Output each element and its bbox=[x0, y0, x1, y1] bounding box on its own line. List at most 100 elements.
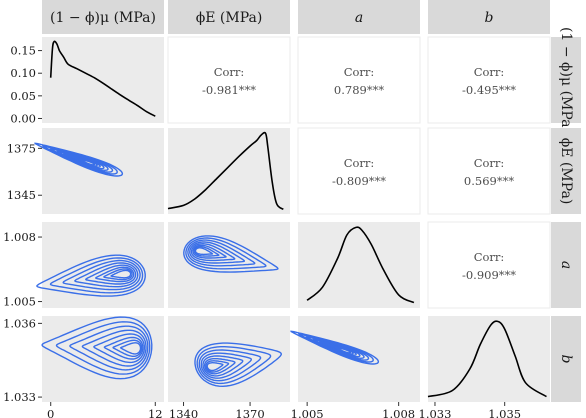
contour-line-3-0-2 bbox=[69, 325, 149, 371]
panel-3-1 bbox=[168, 316, 290, 402]
y-tick-label-0-1: 0.05 bbox=[10, 89, 36, 103]
contour-line-2-0-2 bbox=[62, 259, 141, 291]
contour-line-1-0-0 bbox=[34, 142, 124, 177]
right-strip-label-0: (1 − ϕ)μ (MPa) bbox=[558, 27, 574, 133]
right-strip-1 bbox=[551, 128, 581, 214]
panel-0-3 bbox=[427, 36, 551, 124]
y-tick-label-2-1: 1.008 bbox=[3, 230, 36, 244]
contour-line-2-1-5 bbox=[192, 244, 227, 259]
contour-line-2-0-3 bbox=[74, 262, 139, 288]
contour-line-1-0-3 bbox=[56, 150, 109, 172]
x-tick-label-2-1: 1.008 bbox=[382, 407, 415, 418]
x-tick-label-0-0: 0 bbox=[47, 407, 54, 418]
right-strip-label-3: b bbox=[558, 355, 574, 364]
contour-line-2-1-4 bbox=[190, 242, 236, 262]
top-strip-2 bbox=[298, 0, 420, 34]
contour-line-1-0-7 bbox=[76, 158, 95, 166]
x-tick-label-0-1: 12 bbox=[148, 407, 163, 418]
panel-1-3 bbox=[427, 127, 551, 215]
panel-2-2 bbox=[298, 222, 420, 308]
contour-group-2-0 bbox=[36, 254, 146, 297]
corr-value-0-1: -0.981*** bbox=[202, 83, 256, 97]
contour-line-3-0-0 bbox=[41, 316, 153, 380]
right-strip-2 bbox=[551, 222, 581, 308]
corr-value-0-2: 0.789*** bbox=[334, 83, 384, 97]
contour-line-2-1-0 bbox=[183, 235, 279, 273]
axes-layer: 0.00 0.05 0.10 0.15 1345 1375 1.005 1.008 1.033 1… bbox=[3, 44, 521, 418]
contour-line-2-0-0 bbox=[36, 254, 146, 297]
corr-value-2-3: -0.909*** bbox=[462, 268, 516, 282]
contour-line-3-1-1 bbox=[196, 346, 272, 385]
y-tick-label-0-3: 0.15 bbox=[10, 44, 36, 58]
panel-1-2 bbox=[297, 127, 421, 215]
y-tick-label-3-1: 1.036 bbox=[3, 316, 36, 330]
right-strip-label-2: a bbox=[558, 261, 574, 269]
contour-line-2-1-3 bbox=[189, 241, 245, 264]
contour-line-2-0-1 bbox=[49, 257, 144, 294]
top-strip-label-0: (1 − ϕ)μ (MPa) bbox=[50, 10, 156, 26]
contour-line-3-2-1 bbox=[297, 333, 374, 363]
contour-line-3-1-2 bbox=[198, 349, 262, 382]
contour-line-1-0-2 bbox=[49, 148, 114, 173]
panel-3-0 bbox=[42, 316, 164, 402]
density-curve-b bbox=[427, 320, 547, 398]
contour-line-3-2-3 bbox=[312, 338, 365, 360]
contour-line-3-0-7 bbox=[119, 342, 142, 355]
corr-label-0-1: Corr: bbox=[214, 65, 245, 79]
contour-group-1-0 bbox=[34, 142, 124, 177]
contour-line-3-0-6 bbox=[112, 339, 143, 357]
contour-line-1-0-1 bbox=[41, 145, 118, 175]
right-strip-0 bbox=[551, 37, 581, 123]
panel-2-3 bbox=[427, 221, 551, 309]
panels-layer: Corr: -0.981*** Corr: 0.789*** Corr: -0.495**… bbox=[34, 36, 551, 402]
top-strip-label-2: a bbox=[355, 10, 363, 26]
right-strip-3 bbox=[551, 316, 581, 402]
strips-layer: (1 − ϕ)μ (MPa) ϕE (MPa) a b (1 − ϕ)μ (MPa) ϕE… bbox=[42, 0, 581, 402]
top-strip-label-3: b bbox=[485, 10, 494, 26]
contour-line-2-0-4 bbox=[84, 264, 137, 285]
x-tick-label-2-0: 1.005 bbox=[291, 407, 324, 418]
contour-group-2-1 bbox=[183, 235, 279, 273]
top-strip-1 bbox=[168, 0, 290, 34]
corr-value-1-2: -0.809*** bbox=[332, 174, 386, 188]
y-tick-label-0-2: 0.10 bbox=[10, 66, 36, 80]
contour-line-2-1-7 bbox=[194, 247, 214, 256]
contour-group-3-1 bbox=[194, 342, 283, 388]
contour-line-3-1-6 bbox=[205, 360, 230, 373]
contour-line-3-0-3 bbox=[81, 329, 147, 367]
contour-line-3-1-0 bbox=[194, 342, 283, 388]
contour-line-3-1-3 bbox=[200, 352, 253, 379]
top-strip-label-1: ϕE (MPa) bbox=[196, 10, 263, 26]
top-strip-3 bbox=[428, 0, 550, 34]
x-tick-label-1-1: 1370 bbox=[235, 407, 264, 418]
panel-0-2 bbox=[297, 36, 421, 124]
panel-2-0 bbox=[42, 222, 164, 308]
panel-0-1 bbox=[167, 36, 291, 124]
y-tick-label-2-0: 1.005 bbox=[3, 295, 36, 309]
contour-line-3-0-4 bbox=[93, 333, 146, 364]
density-curve-E bbox=[167, 131, 284, 211]
panel-0-0 bbox=[42, 37, 164, 123]
y-tick-label-0-0: 0.00 bbox=[10, 111, 36, 125]
corr-value-1-3: 0.569*** bbox=[464, 174, 514, 188]
corr-label-0-2: Corr: bbox=[344, 65, 375, 79]
contour-line-3-1-4 bbox=[202, 355, 244, 377]
contour-line-2-0-5 bbox=[95, 266, 135, 283]
x-tick-label-1-0: 1340 bbox=[169, 407, 198, 418]
contour-line-3-1-7 bbox=[206, 362, 224, 372]
contour-line-2-1-1 bbox=[185, 237, 267, 270]
x-tick-label-3-0: 1.033 bbox=[419, 407, 452, 418]
x-tick-label-3-1: 1.035 bbox=[488, 407, 521, 418]
y-tick-label-1-0: 1345 bbox=[7, 188, 36, 202]
contour-line-2-0-6 bbox=[103, 268, 133, 281]
contour-line-2-1-2 bbox=[187, 239, 256, 267]
contour-line-3-2-2 bbox=[305, 336, 370, 361]
contour-line-3-1-5 bbox=[204, 358, 236, 375]
panel-1-1 bbox=[168, 128, 290, 214]
corr-label-0-3: Corr: bbox=[474, 65, 505, 79]
top-strip-0 bbox=[42, 0, 164, 34]
density-curve-mu bbox=[49, 40, 156, 117]
contour-group-3-0 bbox=[41, 316, 153, 380]
contour-line-2-1-6 bbox=[193, 246, 220, 257]
